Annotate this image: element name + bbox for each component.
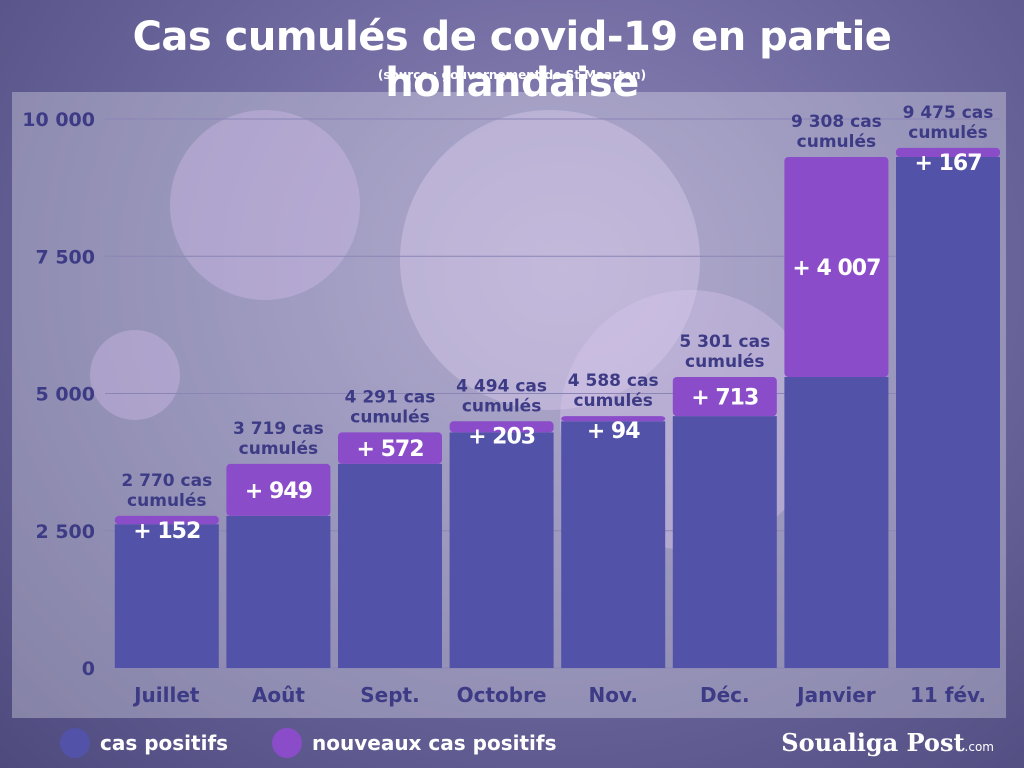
x-category-label: Juillet [132, 683, 200, 707]
x-category-label: 11 fév. [910, 683, 986, 707]
x-category-label: Octobre [457, 683, 547, 707]
increment-label: + 167 [914, 151, 981, 176]
bar-nouveaux-cas [784, 156, 889, 377]
bar-cas-positifs [896, 156, 1000, 669]
total-label-line2: cumulés [797, 132, 876, 152]
increment-label: + 4 007 [792, 256, 880, 281]
total-label-line2: cumulés [573, 391, 652, 411]
bar-cas-positifs [784, 376, 889, 668]
increment-label: + 203 [468, 424, 535, 449]
bar-nouveaux-cas [338, 432, 442, 464]
legend-item-nouveaux-cas: nouveaux cas positifs [272, 728, 556, 758]
chart-subtitle: (source : gouvernement de St Maarten) [377, 68, 647, 82]
bar-nouveaux-cas [226, 463, 331, 516]
bar-nouveaux-cas [449, 421, 554, 433]
virus-decoration [90, 330, 180, 420]
total-label-line2: cumulés [239, 439, 318, 459]
bar-cas-positifs [561, 421, 666, 668]
legend-item-cas-positifs: cas positifs [60, 728, 228, 758]
brand-suffix: .com [964, 740, 994, 754]
virus-decoration [400, 110, 700, 410]
legend-swatch-blue [60, 728, 90, 758]
y-tick-label: 0 [82, 658, 95, 680]
x-category-label: Janvier [795, 683, 876, 707]
bar-cas-positifs [338, 463, 442, 668]
x-category-label: Août [252, 683, 305, 707]
total-label-line2: cumulés [127, 491, 206, 511]
increment-label: + 949 [245, 479, 312, 504]
total-label-line2: cumulés [685, 352, 764, 372]
legend-swatch-purple [272, 728, 302, 758]
total-label-line1: 4 291 cas [345, 387, 436, 407]
brand-logo: Soualiga Post.com [781, 728, 994, 757]
bar-nouveaux-cas [896, 147, 1000, 157]
x-category-label: Nov. [588, 683, 637, 707]
total-label-line2: cumulés [908, 123, 987, 143]
total-label-line1: 4 494 cas [456, 376, 547, 396]
virus-decoration [170, 110, 360, 300]
x-category-label: Sept. [360, 683, 419, 707]
y-tick-label: 2 500 [36, 521, 96, 543]
bar-cas-positifs [672, 416, 777, 668]
total-label-line1: 2 770 cas [121, 471, 212, 491]
total-label-line1: 3 719 cas [233, 419, 324, 439]
total-label-line1: 5 301 cas [679, 332, 770, 352]
increment-label: + 713 [691, 386, 758, 411]
total-label-line1: 4 588 cas [568, 371, 659, 391]
y-axis-ticks: 0 2 500 5 000 7 500 10 000 [22, 109, 95, 680]
y-tick-label: 10 000 [22, 109, 95, 131]
increment-label: + 152 [133, 519, 200, 544]
legend-label: cas positifs [100, 731, 229, 755]
bar-cas-positifs [449, 432, 554, 668]
increment-label: + 572 [356, 437, 423, 462]
y-tick-label: 5 000 [36, 384, 96, 406]
chart-title: Cas cumulés de covid-19 en partie hollan… [132, 14, 892, 106]
bar-cas-positifs [114, 524, 219, 668]
increment-label: + 94 [587, 419, 640, 444]
bar-nouveaux-cas [672, 376, 777, 417]
total-label-line2: cumulés [462, 396, 541, 416]
legend-label: nouveaux cas positifs [312, 731, 557, 755]
total-label-line2: cumulés [350, 407, 429, 427]
y-tick-label: 7 500 [36, 246, 96, 268]
x-category-label: Déc. [700, 683, 750, 707]
bar-nouveaux-cas [114, 515, 219, 525]
bars [114, 147, 1000, 669]
total-label-line1: 9 308 cas [791, 112, 882, 132]
total-label-line1: 9 475 cas [903, 103, 994, 123]
x-axis-categories: Juillet Août Sept. Octobre Nov. Déc. Janvier 11… [132, 683, 986, 707]
brand-name: Soualiga Post [781, 728, 965, 757]
bar-nouveaux-cas [561, 416, 666, 422]
bar-cas-positifs [226, 515, 331, 668]
